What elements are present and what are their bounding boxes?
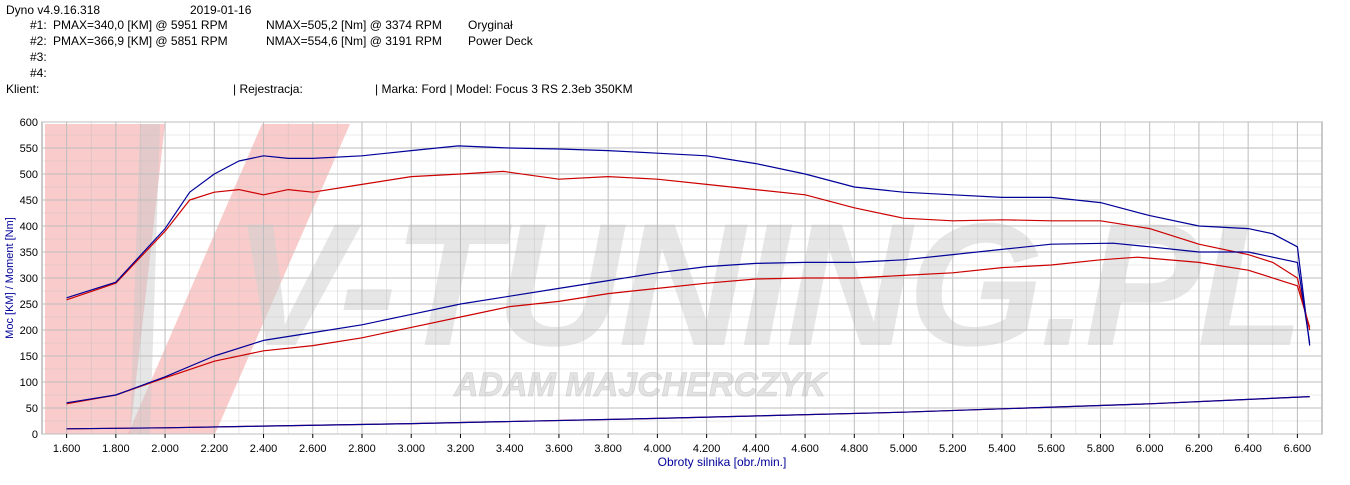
- axis-labels: 1.600 1.800 2.000 2.200 2.400 2.600 2.800 3.000…: [4, 117, 1311, 469]
- series-line-run-1-power: [66, 256, 1311, 405]
- series-line-run-1-torque: [66, 170, 1311, 331]
- x-tick-label: 3.800: [594, 443, 622, 455]
- x-tick-label: 1.600: [53, 443, 81, 455]
- x-tick-label: 2.800: [348, 443, 376, 455]
- x-tick-label: 4.800: [841, 443, 869, 455]
- x-tick-label: 4.600: [791, 443, 819, 455]
- y-tick-label: 300: [20, 273, 38, 285]
- y-tick-label: 400: [20, 221, 38, 233]
- x-tick-label: 1.800: [102, 443, 130, 455]
- series-group: [66, 145, 1311, 430]
- y-tick-label: 250: [20, 299, 38, 311]
- x-tick-label: 6.400: [1234, 443, 1262, 455]
- x-tick-label: 3.200: [447, 443, 475, 455]
- series-line-run-2-power: [66, 242, 1311, 404]
- test-date: 2019-01-16: [190, 3, 252, 17]
- y-tick-label: 350: [20, 247, 38, 259]
- x-tick-label: 2.000: [151, 443, 179, 455]
- run-2-pmax: PMAX=366,9 [KM] @ 5851 RPM: [53, 34, 228, 48]
- series-line-run-2-loss: [66, 396, 1310, 430]
- run-1-pmax: PMAX=340,0 [KM] @ 5951 RPM: [53, 18, 228, 32]
- y-tick-label: 100: [20, 377, 38, 389]
- run-3-id: #3:: [30, 50, 47, 64]
- y-axis-title: Moc [KM] / Moment [Nm]: [4, 217, 16, 339]
- x-tick-label: 4.200: [693, 443, 721, 455]
- run-1-id: #1:: [30, 18, 47, 32]
- x-tick-label: 2.400: [250, 443, 278, 455]
- watermark-logo-text: V-TUNING.PL: [232, 188, 1300, 383]
- run-2-nmax: NMAX=554,6 [Nm] @ 3191 RPM: [266, 34, 442, 48]
- grid-lines: [41, 121, 1323, 435]
- x-tick-label: 2.600: [299, 443, 327, 455]
- x-tick-label: 2.200: [201, 443, 229, 455]
- x-tick-label: 6.000: [1136, 443, 1164, 455]
- x-axis-title: Obroty silnika [obr./min.]: [658, 455, 787, 469]
- x-tick-label: 5.400: [988, 443, 1016, 455]
- x-tick-label: 4.000: [644, 443, 672, 455]
- series-line-run-2-torque: [66, 145, 1311, 346]
- run-2-id: #2:: [30, 34, 47, 48]
- client-label: Klient:: [6, 82, 40, 96]
- x-tick-label: 3.400: [496, 443, 524, 455]
- x-tick-label: 3.000: [397, 443, 425, 455]
- x-tick-label: 3.600: [545, 443, 573, 455]
- x-tick-label: 6.200: [1185, 443, 1213, 455]
- x-tick-label: 5.600: [1037, 443, 1065, 455]
- x-tick-label: 6.600: [1284, 443, 1312, 455]
- x-tick-label: 5.800: [1087, 443, 1115, 455]
- x-tick-label: 5.000: [890, 443, 918, 455]
- y-tick-label: 450: [20, 195, 38, 207]
- y-tick-label: 500: [20, 169, 38, 181]
- run-2-label: Power Deck: [468, 34, 533, 48]
- x-tick-label: 5.200: [939, 443, 967, 455]
- x-tick-label: 4.400: [742, 443, 770, 455]
- make-model-label: | Marka: Ford | Model: Focus 3 RS 2.3eb …: [375, 82, 633, 96]
- y-tick-label: 200: [20, 325, 38, 337]
- run-4-id: #4:: [30, 66, 47, 80]
- y-tick-label: 150: [20, 351, 38, 363]
- run-1-nmax: NMAX=505,2 [Nm] @ 3374 RPM: [266, 18, 442, 32]
- y-tick-label: 50: [26, 403, 38, 415]
- y-tick-label: 600: [20, 117, 38, 129]
- software-version: Dyno v4.9.16.318: [6, 3, 101, 17]
- registration-label: | Rejestracja:: [233, 82, 303, 96]
- y-tick-label: 550: [20, 143, 38, 155]
- run-1-label: Oryginał: [468, 18, 513, 32]
- y-tick-label: 0: [32, 429, 38, 441]
- watermark-sub-text: ADAM MAJCHERCZYK: [453, 366, 829, 404]
